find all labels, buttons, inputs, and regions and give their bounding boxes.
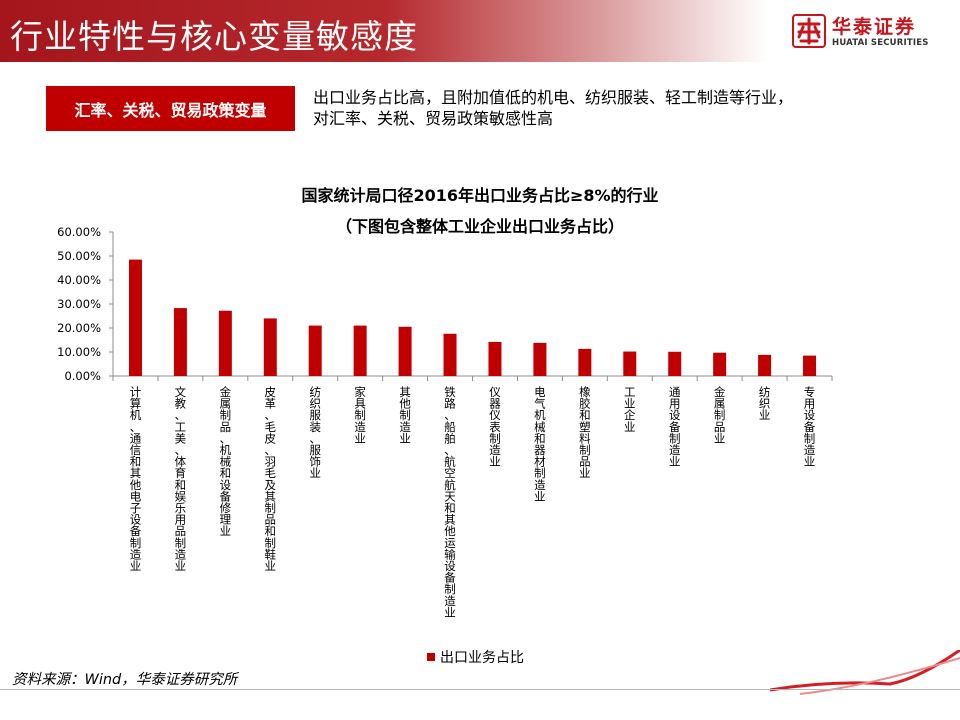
logo-name-cn: 华泰证券: [832, 16, 917, 38]
y-tick-label: 60.00%: [57, 225, 101, 239]
x-category-label: 橡胶和塑料制品业: [579, 385, 591, 480]
y-tick-label: 50.00%: [57, 249, 101, 263]
x-category-label: 仪器仪表制造业: [489, 385, 501, 469]
bar: [758, 354, 772, 376]
chart-title: 国家统计局口径2016年出口业务占比≥8%的行业: [301, 186, 658, 205]
bar: [263, 318, 277, 376]
huatai-logo-icon: [792, 14, 826, 48]
x-category-label: 文教、工美、体育和娱乐用品制造业: [175, 385, 187, 573]
footer-divider: [0, 689, 960, 690]
x-category-label: 纺织服装、服饰业: [309, 385, 321, 480]
bar: [578, 348, 592, 376]
legend-label: 出口业务占比: [440, 650, 524, 666]
legend-swatch: [427, 653, 435, 661]
bar: [443, 333, 457, 376]
y-tick-label: 40.00%: [57, 273, 101, 287]
company-logo: 华泰证券 HUATAI SECURITIES: [792, 12, 942, 52]
footer-swoosh: [770, 650, 960, 695]
chart-svg: 国家统计局口径2016年出口业务占比≥8%的行业 （下图包含整体工业企业出口业务占…: [57, 186, 833, 666]
description-line-2: 对汇率、关税、贸易政策敏感性高: [313, 109, 554, 128]
bar: [668, 351, 682, 376]
bar: [353, 325, 367, 376]
variable-tag: 汇率、关税、贸易政策变量: [46, 86, 295, 131]
x-category-label: 金属制品业: [714, 385, 726, 445]
x-category-label: 金属制品、机械和设备修理业: [220, 385, 232, 538]
bar: [398, 326, 412, 376]
bar: [488, 341, 502, 376]
x-category-label: 纺织业: [759, 385, 771, 422]
bar: [308, 325, 322, 376]
description-text: 出口业务占比高，且附加值低的机电、纺织服装、轻工制造等行业， 对汇率、关税、贸易…: [313, 87, 893, 129]
description-line-1: 出口业务占比高，且附加值低的机电、纺织服装、轻工制造等行业，: [313, 88, 794, 107]
x-category-label: 铁路、船舶、航空航天和其他运输设备制造业: [444, 385, 456, 619]
source-note: 资料来源：Wind，华泰证券研究所: [12, 672, 238, 688]
y-tick-label: 20.00%: [57, 321, 101, 335]
bar: [128, 259, 142, 376]
x-category-label: 工业企业: [624, 385, 636, 434]
bar: [623, 351, 637, 376]
bar: [713, 352, 727, 376]
slide-title: 行业特性与核心变量敏感度: [10, 17, 418, 56]
logo-name-en: HUATAI SECURITIES: [832, 38, 929, 48]
x-category-label: 家具制造业: [354, 385, 366, 445]
x-category-label: 专用设备制造业: [804, 385, 816, 469]
bar: [803, 355, 817, 376]
y-tick-label: 0.00%: [64, 369, 101, 383]
y-tick-label: 10.00%: [57, 345, 101, 359]
x-category-label: 计算机、通信和其他电子设备制造业: [130, 385, 142, 573]
x-category-label: 其他制造业: [399, 385, 411, 445]
bar: [173, 308, 187, 376]
export-share-chart: 国家统计局口径2016年出口业务占比≥8%的行业 （下图包含整体工业企业出口业务占…: [0, 170, 960, 670]
chart-subtitle: （下图包含整体工业企业出口业务占比）: [336, 217, 624, 236]
x-category-label: 皮革、毛皮、羽毛及其制品和制鞋业: [265, 385, 277, 573]
y-tick-label: 30.00%: [57, 297, 101, 311]
x-category-label: 电气机械和器材制造业: [534, 385, 546, 503]
bar: [218, 310, 232, 376]
x-category-label: 通用设备制造业: [669, 385, 681, 469]
bar: [533, 342, 547, 376]
